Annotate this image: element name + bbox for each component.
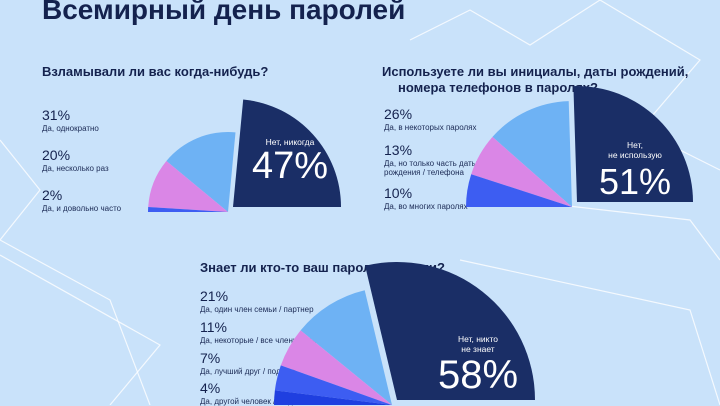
pie-slice-3 (471, 136, 572, 207)
pie-slice-4 (274, 365, 392, 405)
chart-3-stat-other: 4% Да, другой человек / люди (200, 381, 297, 406)
chart-1-stat-several: 20% Да, несколько раз (42, 147, 109, 174)
stat-label: Да, другой человек / люди (200, 397, 298, 406)
stat-label: Да, один член семьи / партнер (200, 305, 314, 314)
chart-3-stat-members: 11% Да, некоторые / все члены семьи (200, 319, 324, 346)
chart-2-stat-part: 13% Да, но только часть даты рождения / … (384, 142, 478, 178)
stat-value: 26% (384, 106, 413, 122)
stat-value: 4% (200, 380, 221, 396)
stat-label: Да, однократно (42, 124, 99, 133)
decor-line-mid (559, 204, 720, 261)
question-line-1: Используете ли вы инициалы, даты рождени… (382, 64, 689, 79)
stat-value: 21% (200, 288, 229, 304)
chart-2-question: Используете ли вы инициалы, даты рождени… (382, 64, 688, 96)
chart-1-main-label: Нет, никогда 47% (250, 137, 330, 185)
decor-line-bottom (459, 259, 720, 405)
stat-value: 20% (42, 147, 71, 163)
pie-slice-2 (492, 101, 572, 207)
stat-value: 10% (384, 185, 413, 201)
decor-line-left-mid (0, 254, 161, 405)
chart-3-stat-family: 21% Да, один член семьи / партнер (200, 288, 314, 315)
main-slice-caption-line-2: не использую (608, 150, 662, 160)
pie-slice-1 (233, 99, 341, 207)
pie-slice-2 (300, 290, 392, 405)
stat-label: Да, во многих паролях (384, 202, 468, 211)
main-slice-caption-line-1: Нет, никто (457, 334, 499, 344)
stat-label: Да, и довольно часто (42, 204, 122, 213)
pie-slice-1 (365, 261, 535, 400)
stat-value: 2% (42, 187, 63, 203)
chart-2-stat-some: 26% Да, в некоторых паролях (384, 106, 477, 133)
decor-line-left (0, 139, 151, 405)
stat-label: Да, лучший друг / подруга (200, 367, 297, 376)
main-slice-caption-line-1: Нет, (627, 140, 643, 150)
chart-1-stat-often: 2% Да, и довольно часто (42, 187, 122, 214)
pie-slice-4 (466, 174, 572, 207)
pie-slice-3 (280, 330, 392, 405)
stat-label: Да, некоторые / все члены семьи (200, 336, 324, 345)
decor-line-top (409, 0, 601, 46)
stat-label-line-1: Да, но только часть даты (384, 159, 478, 168)
pie-slice-1 (573, 86, 693, 202)
main-slice-value: 51% (598, 161, 672, 202)
page-title: Всемирный день паролей (42, 0, 406, 25)
main-slice-value: 58% (437, 353, 519, 397)
chart-1-question: Взламывали ли вас когда-нибудь? (42, 64, 269, 79)
stat-value: 31% (42, 107, 71, 123)
stat-value: 13% (384, 142, 413, 158)
main-slice-value: 47% (251, 145, 329, 187)
main-slice-caption-line-2: не знает (461, 344, 495, 354)
chart-2-stat-many: 10% Да, во многих паролях (384, 185, 468, 212)
chart-1-stat-once: 31% Да, однократно (42, 107, 99, 134)
pie-slice-4 (148, 207, 228, 212)
stat-value: 7% (200, 350, 221, 366)
stat-value: 11% (200, 319, 227, 335)
stat-label-line-2: рождения / телефона (384, 168, 464, 177)
pie-slice-3 (148, 161, 228, 212)
stat-label: Да, несколько раз (42, 164, 109, 173)
chart-2-main-label: Нет, не использую 51% (588, 140, 682, 200)
pie-slice-5 (273, 390, 392, 405)
stat-label: Да, в некоторых паролях (384, 123, 477, 132)
chart-3-stat-friend: 7% Да, лучший друг / подруга (200, 350, 297, 377)
pie-slice-2 (166, 132, 236, 212)
main-slice-caption: Нет, никогда (265, 137, 315, 147)
question-line-2: номера телефонов в паролях? (398, 80, 598, 95)
chart-3-main-label: Нет, никто не знает 58% (426, 334, 530, 395)
